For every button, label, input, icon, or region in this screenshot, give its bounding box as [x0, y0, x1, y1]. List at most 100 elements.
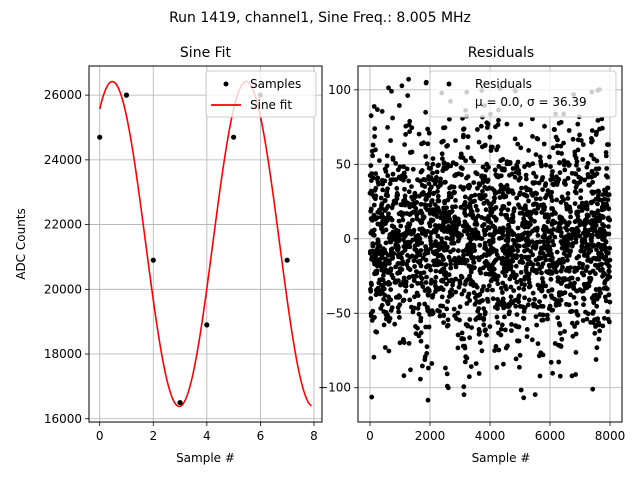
residual-point [505, 236, 510, 241]
residual-point [497, 236, 502, 241]
residual-point [607, 245, 613, 251]
residual-point [526, 284, 532, 290]
residual-point [594, 345, 600, 351]
residual-point [376, 181, 381, 187]
residuals-y-tick-label: 0 [343, 232, 351, 246]
residual-point [479, 236, 485, 242]
residual-point [473, 361, 479, 366]
residual-point [487, 134, 493, 140]
residual-point [416, 311, 422, 317]
residual-point [462, 219, 468, 225]
residual-point [477, 195, 483, 201]
residual-point [382, 345, 388, 350]
residual-point [514, 195, 520, 201]
residual-point [543, 257, 549, 263]
residual-point [430, 156, 436, 162]
residual-point [517, 190, 523, 196]
residual-point [553, 261, 559, 267]
residual-point [533, 152, 539, 158]
residual-point [559, 258, 565, 264]
residual-point [466, 185, 472, 191]
residual-point [467, 196, 472, 202]
residual-point [493, 124, 498, 130]
residual-point [495, 281, 501, 287]
residual-point [513, 303, 519, 309]
residual-point [370, 142, 376, 148]
sine-fit-x-tick-label: 4 [203, 429, 211, 443]
residuals-panel: Residuals 0 2000 4000 6000 8000 −100 −50 0 50 100… [318, 45, 625, 465]
residual-point [481, 284, 486, 289]
residual-point [578, 248, 584, 254]
residual-point [515, 225, 521, 231]
residual-point [467, 317, 473, 322]
residual-point [452, 214, 458, 220]
residual-point [562, 290, 568, 296]
residual-point [591, 293, 597, 299]
residual-point [556, 120, 562, 126]
residual-point [425, 305, 430, 311]
residual-point [447, 116, 452, 122]
residual-point [580, 265, 585, 271]
residual-point [518, 145, 524, 151]
residual-point [477, 329, 482, 335]
residual-point [550, 181, 556, 187]
residual-point [468, 250, 474, 256]
residual-point [387, 181, 393, 187]
residual-point [374, 176, 380, 182]
residual-point [400, 298, 406, 304]
residual-point [579, 203, 585, 209]
residual-point [427, 176, 432, 182]
residual-point [415, 305, 421, 311]
residual-point [463, 158, 468, 164]
residual-point [390, 155, 396, 161]
residual-point [606, 231, 612, 237]
residual-point [393, 161, 399, 166]
residual-point [435, 163, 441, 169]
residual-point [503, 327, 508, 333]
residual-point [528, 249, 533, 254]
residual-point [412, 246, 418, 252]
legend-samples-label: Samples [250, 77, 301, 91]
residual-point [372, 260, 378, 266]
residual-point [515, 243, 521, 249]
residual-point [596, 336, 602, 342]
residual-point [407, 129, 412, 135]
residual-point [460, 186, 466, 192]
residual-point [434, 175, 439, 180]
residual-point [481, 222, 487, 227]
residual-point [603, 245, 608, 251]
residual-point [521, 243, 527, 249]
residual-point [602, 237, 608, 243]
residual-point [530, 116, 535, 122]
residual-point [411, 258, 417, 264]
residual-point [535, 233, 541, 238]
residual-point [475, 232, 481, 238]
residual-point [514, 272, 519, 278]
residual-point [442, 210, 448, 216]
residual-point [532, 218, 537, 224]
residual-point [434, 169, 440, 175]
residual-point [402, 247, 408, 253]
residual-point [530, 290, 536, 296]
residual-point [446, 272, 452, 278]
residual-point [418, 248, 424, 253]
residual-point [379, 109, 385, 114]
residuals-y-tick-label: 50 [336, 157, 351, 171]
residual-point [583, 268, 589, 273]
sample-point [97, 134, 103, 140]
residual-point [379, 211, 385, 217]
residual-point [484, 120, 490, 126]
residual-point [498, 211, 504, 217]
residual-point [507, 276, 513, 282]
residual-point [592, 330, 598, 336]
residual-point [529, 239, 535, 245]
residual-point [369, 178, 374, 184]
residual-point [586, 182, 592, 188]
residual-point [561, 140, 566, 146]
sample-point [123, 92, 130, 98]
residual-point [526, 280, 532, 286]
residual-point [505, 228, 511, 234]
residual-point [494, 174, 500, 179]
residual-point [543, 283, 549, 289]
residual-point [533, 210, 539, 216]
